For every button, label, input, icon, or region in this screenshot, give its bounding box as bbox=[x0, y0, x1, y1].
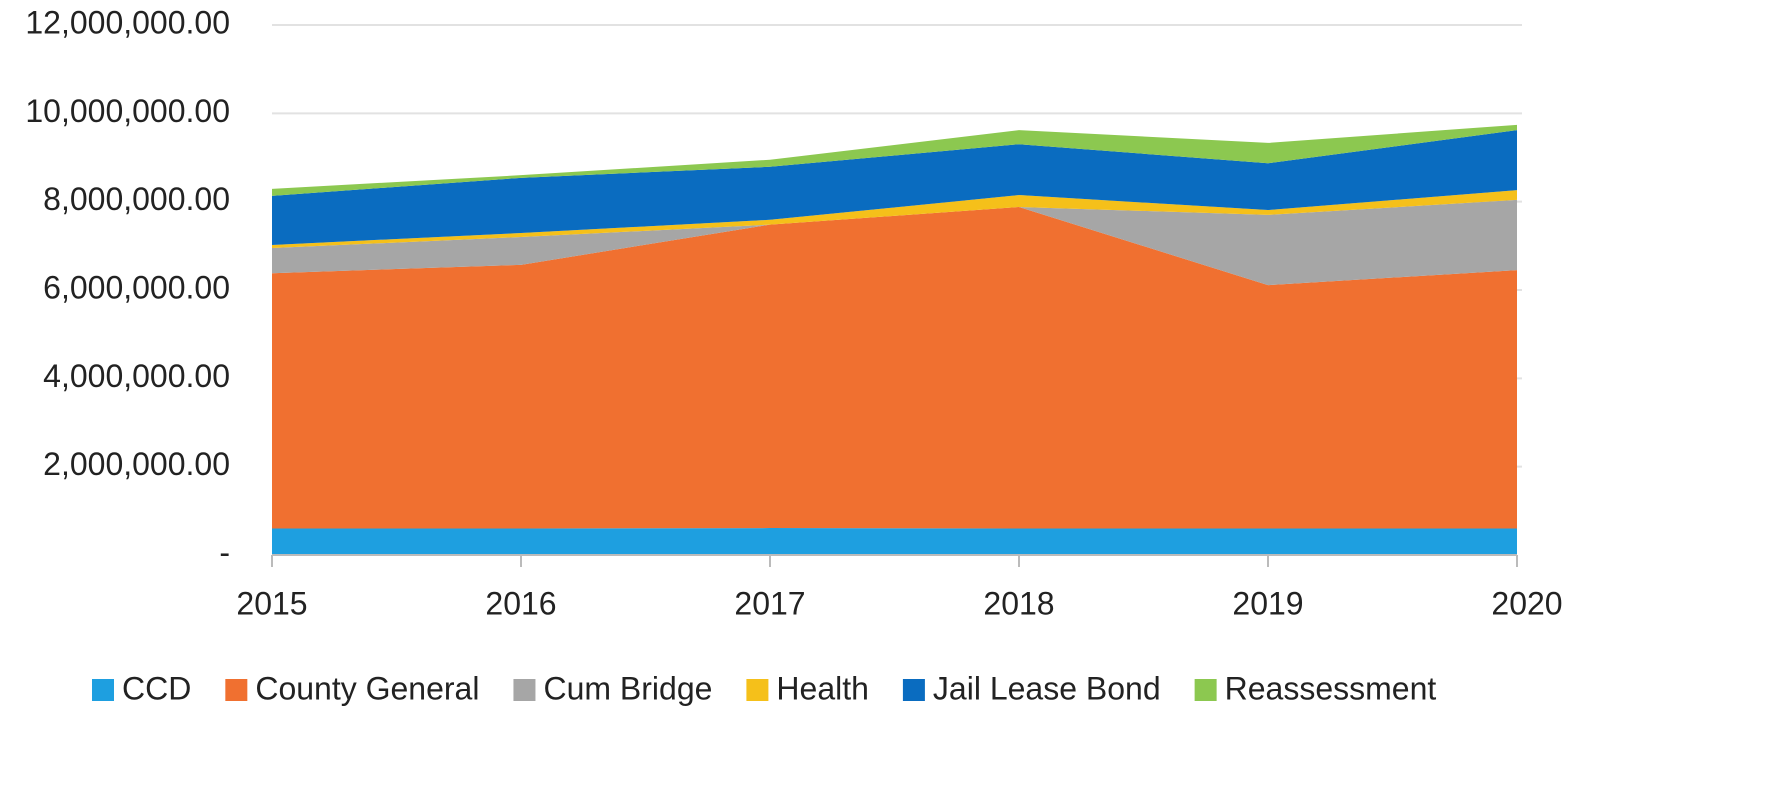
x-tick-label: 2015 bbox=[236, 585, 307, 621]
legend-label: County General bbox=[255, 670, 479, 706]
area bbox=[272, 199, 1517, 286]
legend-swatch bbox=[92, 679, 114, 701]
y-tick-label: - bbox=[219, 534, 230, 570]
legend-swatch bbox=[746, 679, 769, 701]
y-tick-label: 10,000,000.00 bbox=[25, 93, 230, 129]
legend-label: Health bbox=[776, 670, 869, 706]
legend-swatch bbox=[1194, 679, 1217, 701]
legend-swatch bbox=[902, 679, 925, 701]
legend-label: Reassessment bbox=[1225, 670, 1437, 706]
y-tick-label: 6,000,000.00 bbox=[43, 269, 230, 305]
area bbox=[272, 190, 1517, 249]
y-tick-label: 4,000,000.00 bbox=[43, 358, 230, 394]
area bbox=[272, 528, 1517, 555]
x-tick-label: 2019 bbox=[1232, 585, 1303, 621]
legend-label: CCD bbox=[122, 670, 191, 706]
x-tick-label: 2020 bbox=[1491, 585, 1562, 621]
y-tick-label: 8,000,000.00 bbox=[43, 181, 230, 217]
x-tick-label: 2018 bbox=[983, 585, 1054, 621]
x-tick-label: 2017 bbox=[734, 585, 805, 621]
area bbox=[272, 130, 1517, 245]
area bbox=[272, 124, 1517, 196]
legend-swatch bbox=[513, 679, 536, 701]
legend-label: Cum Bridge bbox=[543, 670, 712, 706]
x-tick-label: 2016 bbox=[485, 585, 556, 621]
legend-swatch bbox=[225, 679, 248, 701]
y-tick-label: 12,000,000.00 bbox=[25, 4, 230, 40]
area bbox=[272, 206, 1517, 529]
y-tick-label: 2,000,000.00 bbox=[43, 446, 230, 482]
legend-label: Jail Lease Bond bbox=[933, 670, 1161, 706]
